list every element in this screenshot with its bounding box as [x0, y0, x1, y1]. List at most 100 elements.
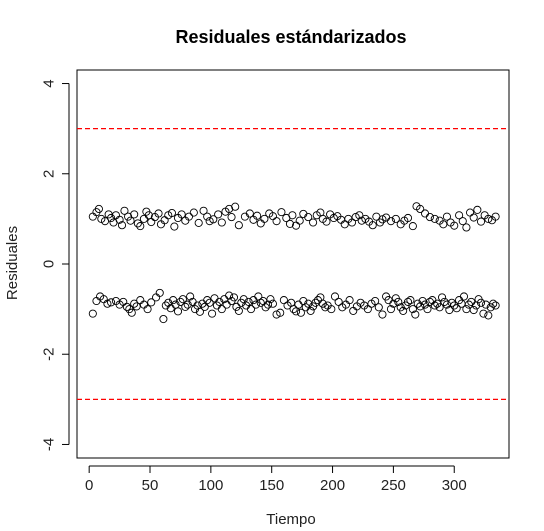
data-point [458, 217, 467, 226]
data-point [167, 208, 176, 218]
data-point [334, 297, 343, 306]
data-point [321, 303, 330, 312]
data-point [411, 310, 420, 319]
data-point [272, 310, 281, 319]
data-point [420, 209, 430, 218]
data-point [199, 206, 208, 215]
data-point [394, 297, 403, 306]
data-point [476, 298, 486, 307]
data-point [491, 212, 500, 221]
data-point [253, 211, 262, 220]
data-point [229, 293, 239, 302]
data-point [210, 294, 219, 303]
data-point [205, 217, 214, 226]
data-point [329, 213, 338, 223]
data-point [234, 306, 243, 315]
y-axis: -4 -2 0 2 4 [41, 79, 70, 451]
data-point [264, 300, 273, 309]
data-point [330, 292, 340, 301]
data-point [127, 308, 136, 317]
data-point [205, 298, 214, 307]
x-tick-label: 300 [442, 477, 467, 494]
data-point [209, 215, 218, 224]
data-point [462, 305, 471, 314]
data-point [430, 214, 439, 223]
data-point [340, 220, 349, 229]
data-point [178, 295, 187, 304]
data-point [139, 214, 148, 223]
data-point [371, 296, 380, 306]
data-point [244, 297, 253, 306]
data-point [363, 305, 372, 314]
data-point [234, 221, 243, 230]
data-point [288, 211, 297, 220]
data-point [423, 305, 432, 314]
data-point [455, 211, 464, 220]
data-point [195, 307, 204, 316]
data-point [122, 302, 131, 311]
data-point [289, 305, 298, 314]
data-point [450, 301, 459, 310]
data-point [94, 204, 103, 214]
data-point [176, 297, 185, 306]
data-point [208, 309, 217, 318]
data-point [408, 305, 417, 314]
data-point [272, 217, 281, 226]
data-point [466, 208, 475, 217]
data-point [345, 296, 354, 305]
data-point [489, 299, 498, 308]
data-point [261, 303, 270, 312]
data-point [115, 215, 124, 224]
data-point [425, 213, 434, 222]
data-point [439, 220, 448, 229]
data-point [92, 296, 101, 306]
x-axis: 0 50 100 150 200 250 300 [85, 465, 467, 494]
data-point [186, 292, 195, 301]
data-point [194, 218, 203, 227]
data-point [447, 298, 456, 307]
data-point [322, 217, 331, 226]
data-point [450, 221, 459, 230]
data-point [214, 210, 223, 219]
data-point [107, 298, 116, 307]
data-point [386, 305, 396, 314]
data-point [295, 216, 304, 225]
data-point [484, 214, 493, 223]
data-point [203, 296, 212, 305]
data-point [408, 222, 417, 231]
data-point [107, 213, 116, 223]
data-point [349, 306, 358, 315]
data-point [139, 300, 148, 309]
data-point [173, 307, 183, 316]
data-point [435, 303, 444, 312]
data-point [155, 288, 164, 297]
data-point [296, 308, 305, 317]
data-point [133, 219, 142, 228]
data-points [88, 202, 500, 324]
data-point [484, 311, 493, 320]
x-tick-label: 250 [381, 477, 406, 494]
data-point [152, 293, 161, 302]
data-point [438, 293, 447, 302]
data-point [309, 218, 318, 227]
data-point [215, 297, 224, 306]
data-point [251, 300, 260, 309]
data-point [306, 306, 315, 315]
data-point [476, 217, 486, 226]
data-point [177, 210, 186, 219]
y-tick-label: -4 [41, 438, 58, 451]
data-point [164, 298, 173, 307]
data-point [256, 298, 265, 307]
y-tick-label: 2 [41, 170, 58, 178]
plot-frame [76, 69, 510, 459]
data-point [225, 291, 234, 300]
data-point [245, 209, 254, 218]
reference-lines [77, 128, 509, 400]
data-point [368, 221, 377, 230]
data-point [268, 299, 277, 308]
data-point [136, 222, 145, 231]
data-point [217, 305, 226, 314]
data-point [136, 296, 145, 305]
